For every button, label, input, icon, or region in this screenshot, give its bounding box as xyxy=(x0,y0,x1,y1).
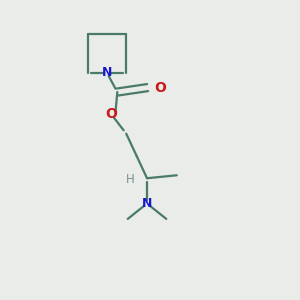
Text: H: H xyxy=(126,173,135,186)
Text: O: O xyxy=(154,81,166,94)
Text: O: O xyxy=(105,107,117,121)
Text: N: N xyxy=(142,197,152,210)
Text: N: N xyxy=(102,66,112,79)
